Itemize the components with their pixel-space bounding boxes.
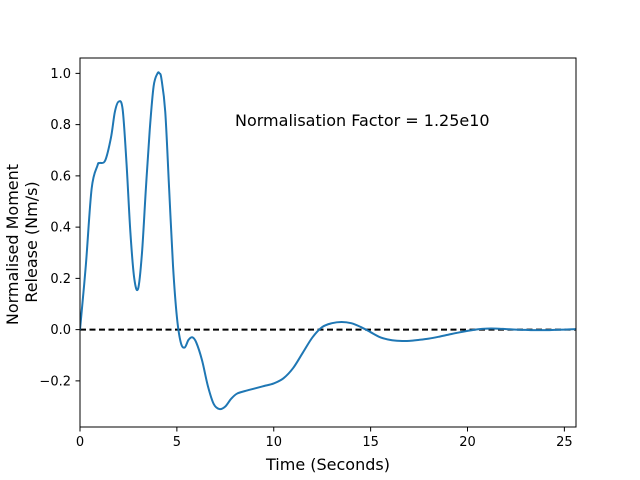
y-axis-label-line-1: Normalised Moment bbox=[3, 164, 22, 325]
axes: 0 5 10 15 20 25 −0.2 0.0 0.2 0.4 0.6 0.8 1.0 bbox=[39, 57, 577, 450]
x-tick-label: 5 bbox=[173, 435, 181, 450]
normalisation-annotation: Normalisation Factor = 1.25e10 bbox=[235, 111, 490, 130]
x-tick-label: 10 bbox=[265, 435, 282, 450]
y-tick-label: 1.0 bbox=[50, 67, 71, 82]
y-tick-label: 0.4 bbox=[50, 221, 71, 236]
plot-area bbox=[80, 71, 576, 411]
y-axis-label-line-2: Release (Nm/s) bbox=[22, 181, 41, 302]
y-axis-label: Normalised Moment Release (Nm/s) bbox=[3, 159, 41, 325]
x-tick-label: 0 bbox=[76, 435, 84, 450]
plot-frame bbox=[79, 57, 577, 428]
x-tick-label: 25 bbox=[556, 435, 573, 450]
x-axis-label: Time (Seconds) bbox=[265, 455, 390, 474]
series-line-0 bbox=[80, 71, 576, 411]
y-tick-label: 0.8 bbox=[50, 118, 71, 133]
y-tick-label: 0.6 bbox=[50, 169, 71, 184]
y-tick-label: 0.0 bbox=[50, 323, 71, 338]
x-tick-label: 15 bbox=[362, 435, 379, 450]
x-tick-label: 20 bbox=[459, 435, 476, 450]
y-tick-label: 0.2 bbox=[50, 272, 71, 287]
y-tick-label: −0.2 bbox=[39, 374, 71, 389]
